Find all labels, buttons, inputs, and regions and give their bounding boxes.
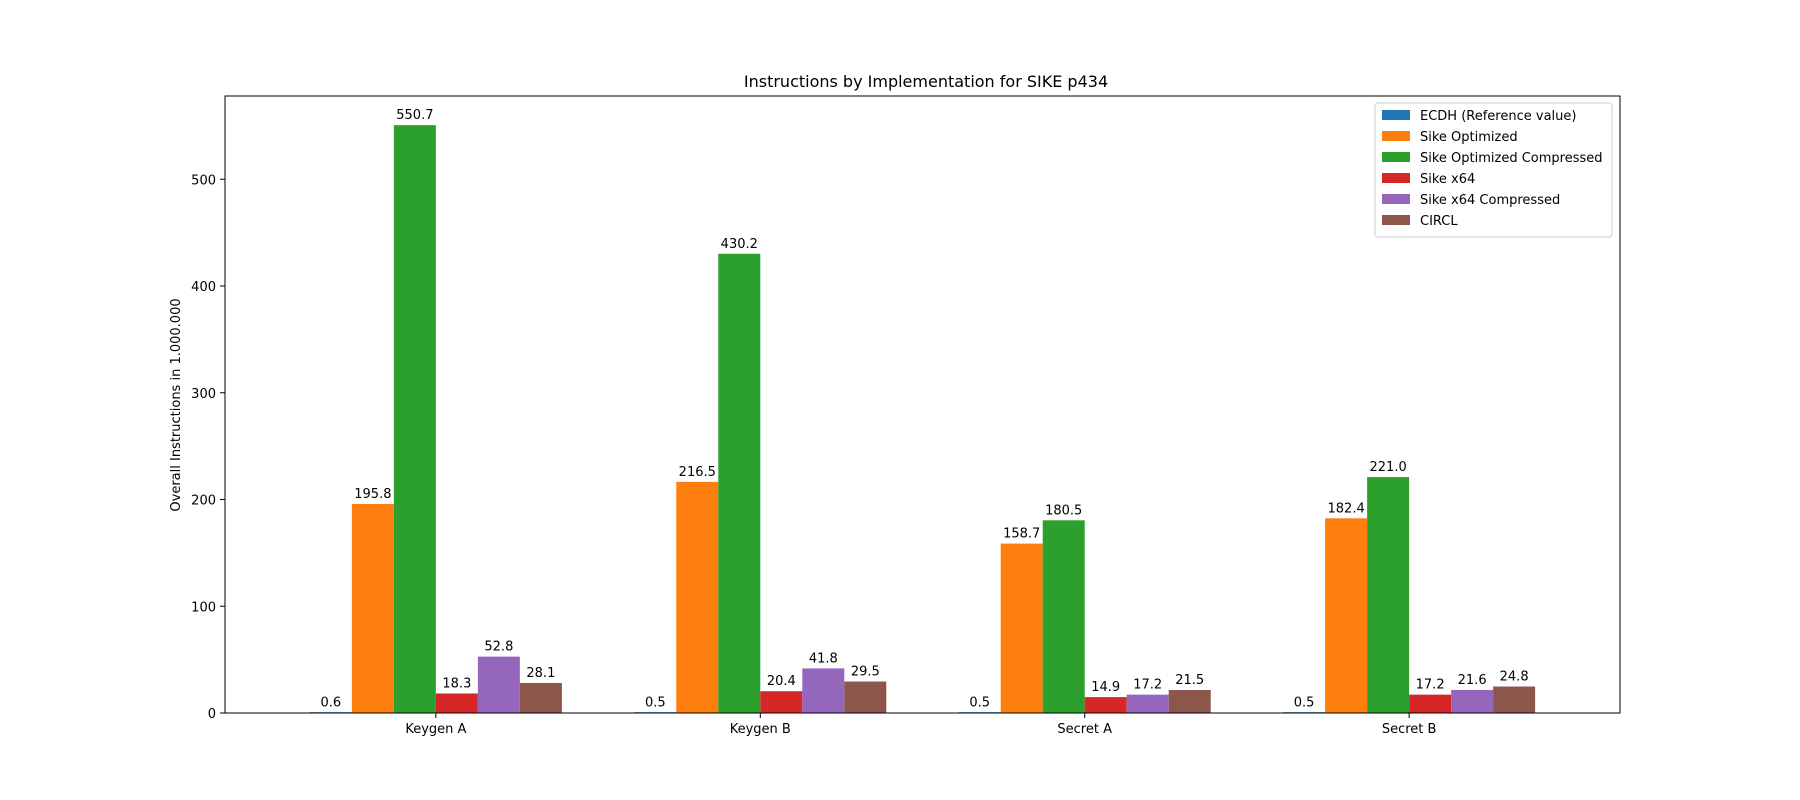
y-tick-label-6: 500: [191, 173, 216, 188]
data-label-3-3: 180.5: [1045, 503, 1082, 518]
legend-swatch-2: [1382, 131, 1410, 141]
data-label-2-1: 195.8: [354, 487, 391, 502]
data-label-3-2: 430.2: [721, 237, 758, 252]
legend-label-4: Sike x64: [1420, 172, 1475, 187]
bar-3-4: [1367, 477, 1410, 713]
bar-2-4: [1325, 518, 1368, 713]
legend-label-3: Sike Optimized Compressed: [1420, 151, 1603, 166]
y-axis: 0 100 200 300 400 500: [191, 173, 225, 722]
bar-6-4: [1493, 686, 1536, 713]
data-label-5-2: 41.8: [809, 651, 838, 666]
bar-5-3: [1126, 694, 1169, 713]
data-label-4-3: 14.9: [1091, 680, 1120, 695]
bar-3-2: [718, 253, 761, 714]
bar-4-3: [1084, 697, 1127, 713]
data-label-1-3: 0.5: [969, 695, 990, 710]
y-tick-label-5: 400: [191, 280, 216, 295]
bar-4-1: [435, 693, 478, 713]
legend-swatch-1: [1382, 110, 1410, 120]
y-tick-label-3: 200: [191, 494, 216, 509]
data-label-5-1: 52.8: [484, 640, 513, 655]
x-tick-label-3: Secret A: [1057, 722, 1112, 737]
bar-2-2: [676, 481, 719, 713]
data-label-2-4: 182.4: [1328, 501, 1365, 516]
bar-4-4: [1409, 694, 1452, 713]
legend-label-2: Sike Optimized: [1420, 130, 1518, 145]
data-label-6-3: 21.5: [1175, 673, 1204, 688]
data-label-3-4: 221.0: [1370, 460, 1407, 475]
data-label-6-1: 28.1: [526, 666, 555, 681]
bar-5-1: [477, 656, 520, 713]
chart-title: Instructions by Implementation for SIKE …: [744, 72, 1108, 91]
y-tick-label-1: 0: [208, 707, 216, 722]
legend-swatch-6: [1382, 215, 1410, 225]
x-tick-label-1: Keygen A: [405, 722, 466, 737]
data-label-2-2: 216.5: [679, 465, 716, 480]
data-label-4-2: 20.4: [767, 674, 796, 689]
data-label-4-1: 18.3: [442, 676, 471, 691]
y-axis-label: Overall Instructions in 1.000.000: [169, 298, 184, 511]
data-label-3-1: 550.7: [396, 108, 433, 123]
bar-4-2: [760, 691, 803, 713]
data-label-6-4: 24.8: [1500, 670, 1529, 685]
bar-6-2: [844, 681, 887, 713]
data-labels-layer: 0.6 0.5 0.5 0.5 195.8 216.5 158.7 182.4 550.7 430…: [321, 108, 1529, 710]
legend-label-1: ECDH (Reference value): [1420, 109, 1576, 124]
legend-swatch-3: [1382, 152, 1410, 162]
bar-5-4: [1451, 689, 1494, 713]
bars-layer: [309, 125, 1536, 714]
x-axis: Keygen A Keygen B Secret A Secret B: [405, 713, 1436, 737]
bar-3-1: [393, 125, 436, 714]
data-label-2-3: 158.7: [1003, 527, 1040, 542]
data-label-1-1: 0.6: [321, 695, 342, 710]
bar-6-1: [519, 683, 562, 713]
legend-label-5: Sike x64 Compressed: [1420, 193, 1560, 208]
data-label-6-2: 29.5: [851, 665, 880, 680]
data-label-1-4: 0.5: [1294, 695, 1315, 710]
bar-6-3: [1168, 690, 1211, 713]
data-label-4-4: 17.2: [1416, 678, 1445, 693]
y-tick-label-4: 300: [191, 387, 216, 402]
bar-2-1: [351, 503, 394, 713]
data-label-5-4: 21.6: [1458, 673, 1487, 688]
legend-label-6: CIRCL: [1420, 214, 1458, 229]
x-tick-label-4: Secret B: [1382, 722, 1437, 737]
plot-frame: [224, 95, 1621, 714]
legend-swatch-5: [1382, 194, 1410, 204]
legend: ECDH (Reference value) Sike Optimized Sike…: [1374, 102, 1613, 238]
legend-frame: [1374, 102, 1613, 238]
data-label-1-2: 0.5: [645, 695, 666, 710]
bar-5-2: [802, 668, 845, 713]
bar-3-3: [1042, 520, 1085, 713]
y-tick-label-2: 100: [191, 600, 216, 615]
x-tick-label-2: Keygen B: [730, 722, 791, 737]
legend-swatch-4: [1382, 173, 1410, 183]
data-label-5-3: 17.2: [1133, 678, 1162, 693]
bar-2-3: [1000, 543, 1043, 713]
